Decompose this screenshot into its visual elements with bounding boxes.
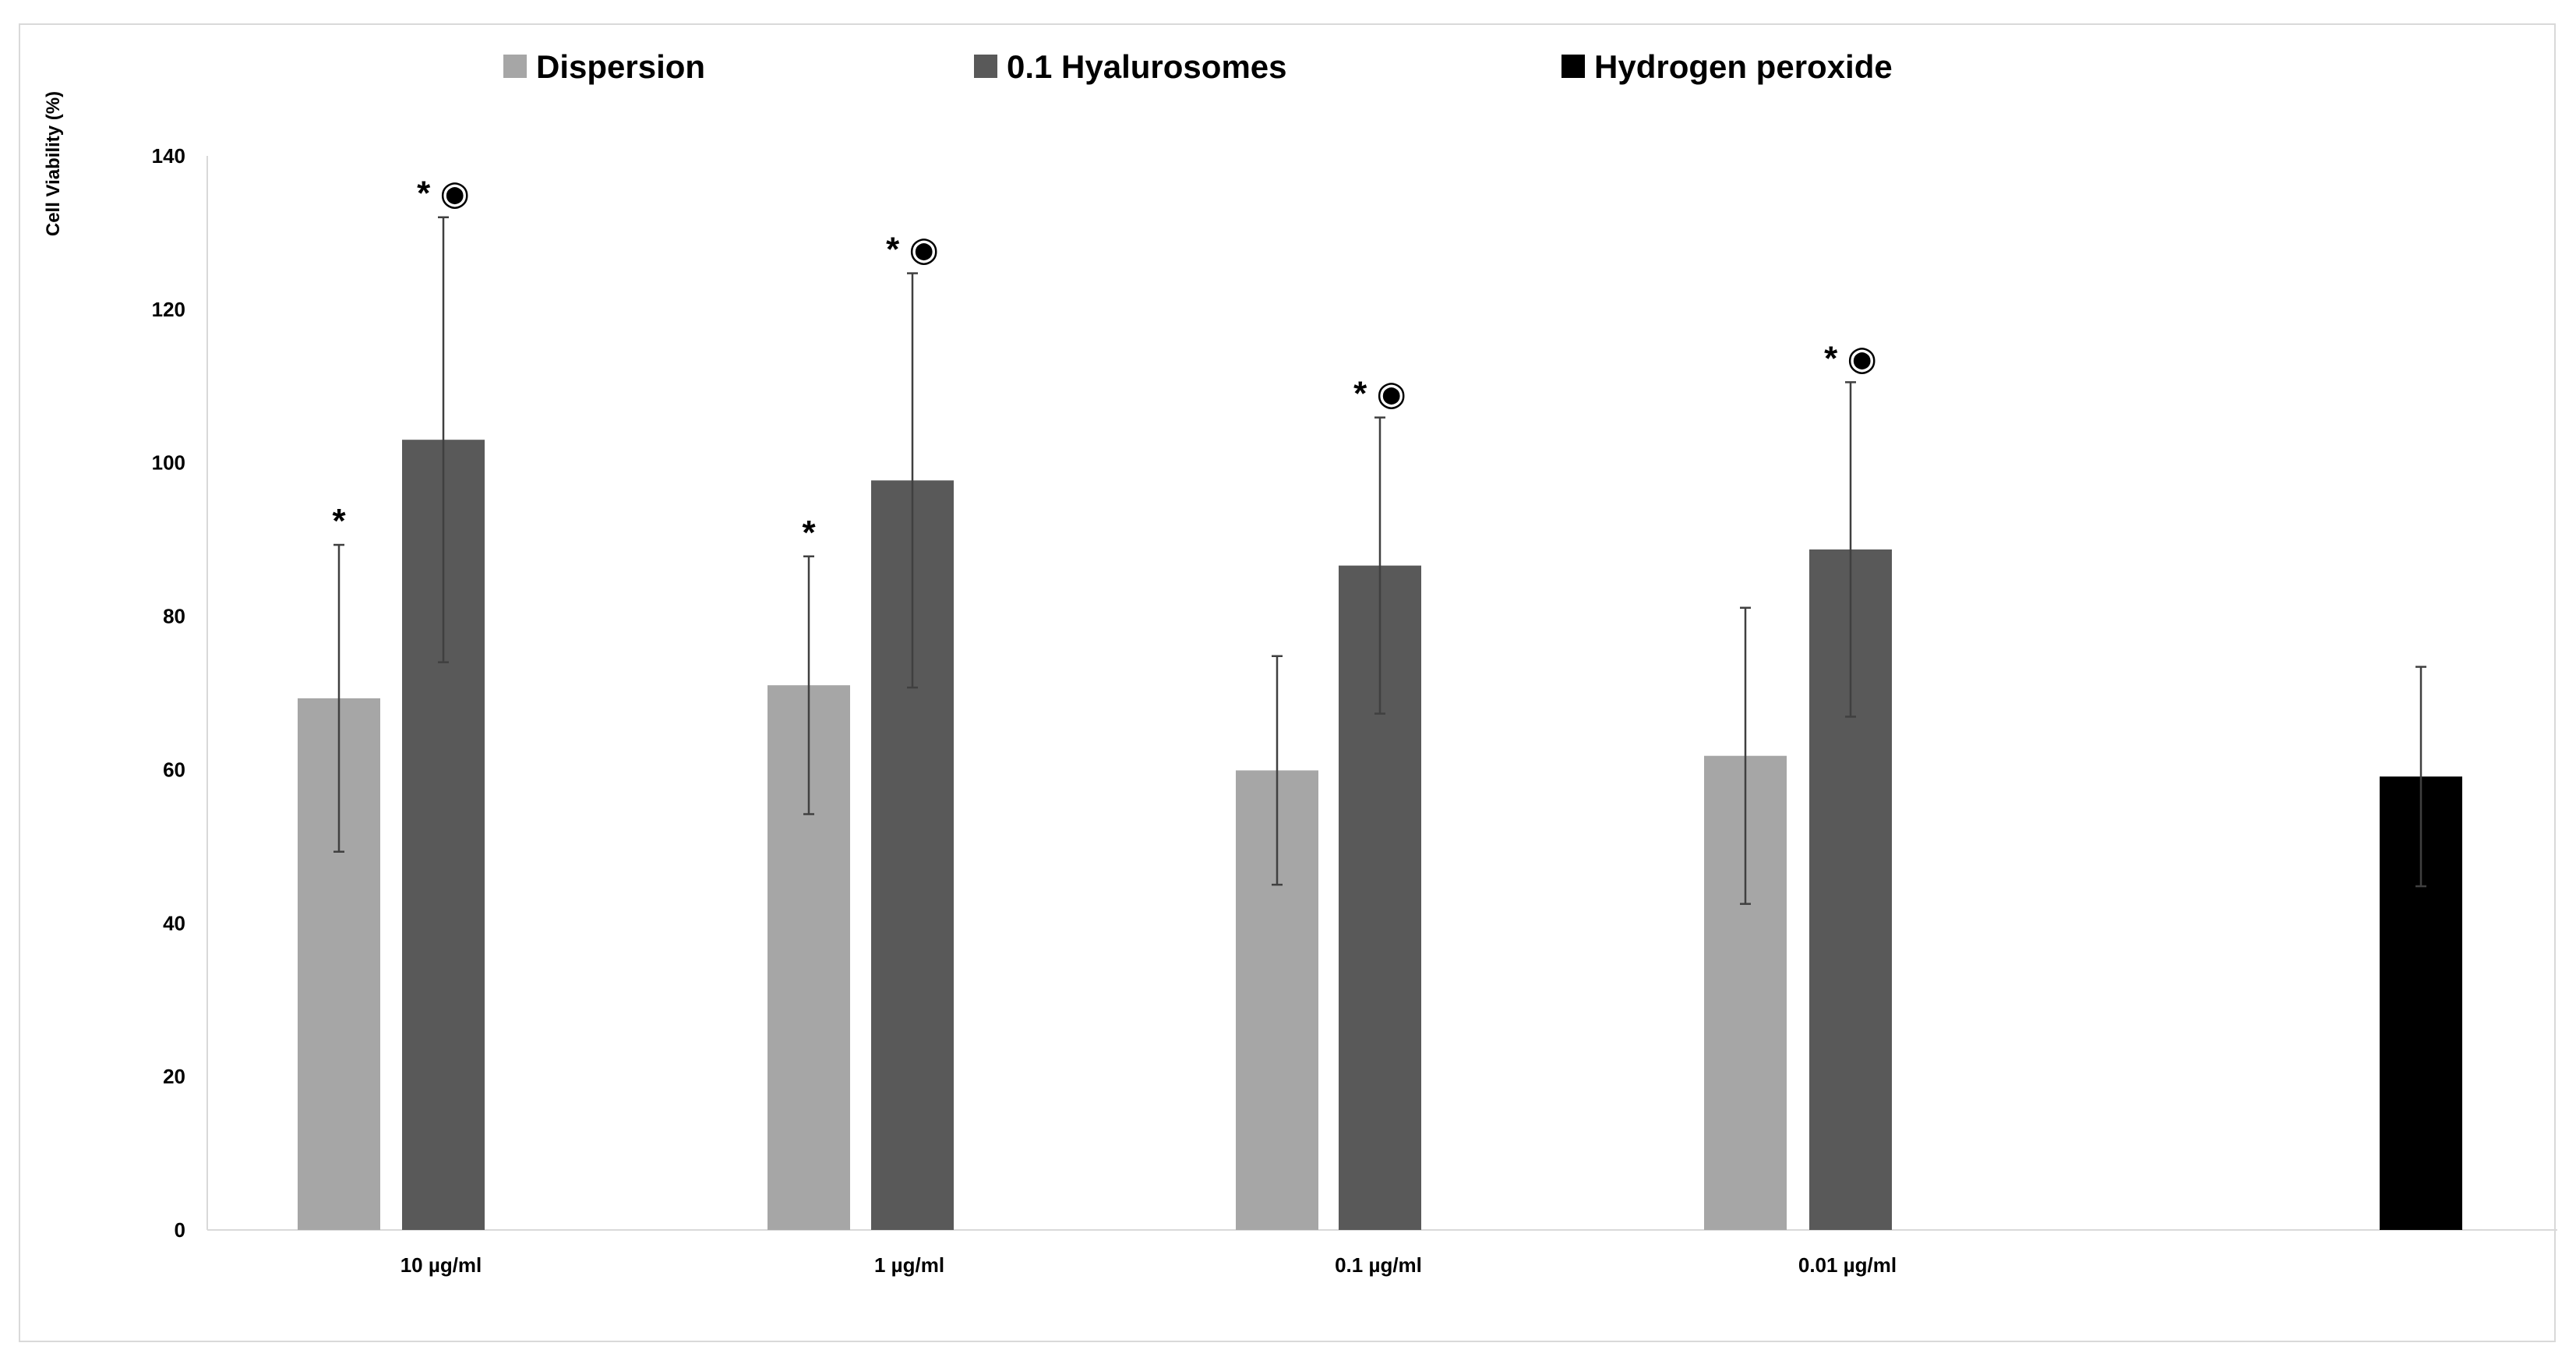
- x-tick-label: 10 µg/ml: [401, 1253, 482, 1277]
- x-tick-label: 0.01 µg/ml: [1798, 1253, 1897, 1277]
- y-tick-label: 60: [163, 758, 185, 781]
- significance-marker: *: [802, 514, 816, 552]
- x-tick-label: 1 µg/ml: [874, 1253, 944, 1277]
- y-tick-label: 80: [163, 605, 185, 628]
- significance-marker: * ◉: [1824, 339, 1877, 377]
- y-tick-label: 100: [152, 451, 185, 475]
- chart-frame: [19, 23, 2556, 1342]
- y-tick-label: 120: [152, 298, 185, 321]
- significance-marker: * ◉: [417, 175, 470, 213]
- significance-marker: * ◉: [1353, 375, 1406, 413]
- legend-swatch: [1561, 55, 1585, 78]
- y-tick-label: 20: [163, 1065, 185, 1088]
- legend-label: Dispersion: [536, 48, 705, 85]
- y-tick-label: 140: [152, 144, 185, 168]
- y-axis-title: Cell Viability (%): [43, 91, 64, 236]
- y-tick-label: 40: [163, 911, 185, 935]
- legend-label: Hydrogen peroxide: [1594, 48, 1893, 85]
- legend-label: 0.1 Hyalurosomes: [1007, 48, 1287, 85]
- y-tick-label: 0: [175, 1218, 185, 1242]
- legend-swatch: [974, 55, 997, 78]
- significance-marker: * ◉: [886, 231, 939, 269]
- legend-swatch: [503, 55, 527, 78]
- significance-marker: *: [332, 502, 346, 540]
- x-tick-label: 0.1 µg/ml: [1335, 1253, 1422, 1277]
